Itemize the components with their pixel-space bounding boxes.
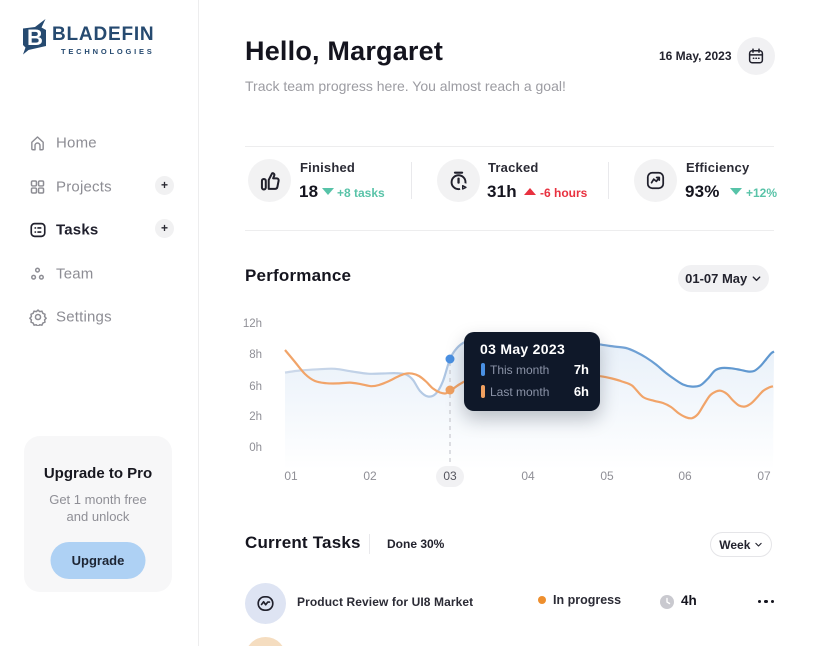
svg-text:B: B xyxy=(27,25,43,50)
